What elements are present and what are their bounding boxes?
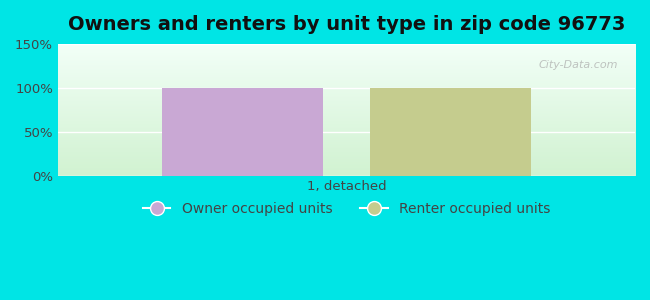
Bar xyxy=(369,88,531,176)
Legend: Owner occupied units, Renter occupied units: Owner occupied units, Renter occupied un… xyxy=(137,196,556,221)
Bar xyxy=(162,88,323,176)
Text: City-Data.com: City-Data.com xyxy=(538,60,617,70)
Title: Owners and renters by unit type in zip code 96773: Owners and renters by unit type in zip c… xyxy=(68,15,625,34)
